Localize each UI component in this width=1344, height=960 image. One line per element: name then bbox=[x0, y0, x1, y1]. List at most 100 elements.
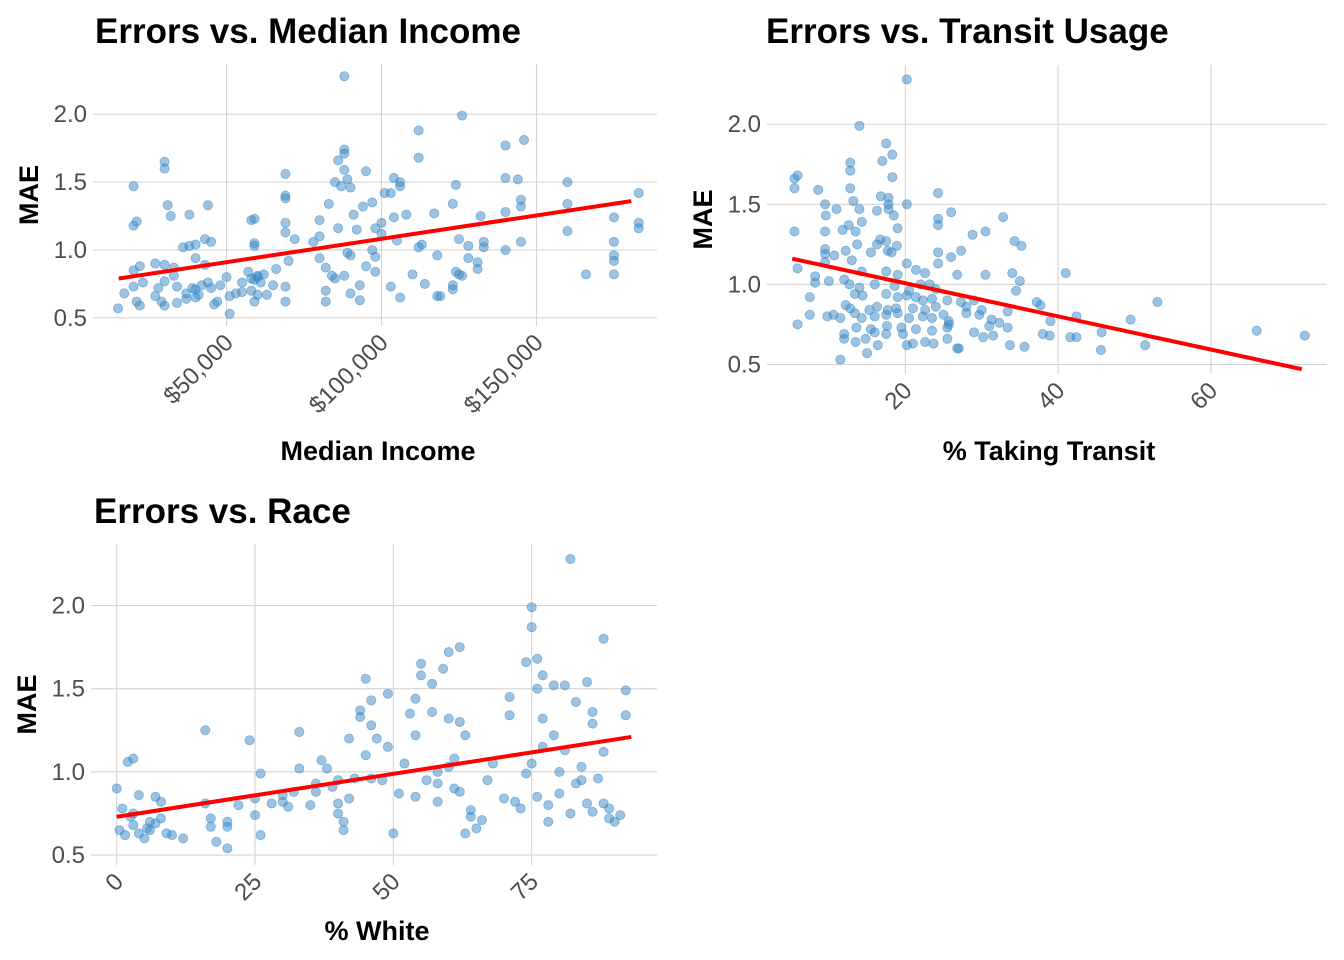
data-point bbox=[608, 212, 619, 223]
data-point bbox=[339, 71, 350, 82]
data-point bbox=[190, 292, 201, 303]
data-point bbox=[222, 821, 233, 832]
data-point bbox=[1095, 344, 1106, 355]
data-point bbox=[366, 720, 377, 731]
data-point bbox=[927, 293, 938, 304]
data-point bbox=[171, 297, 182, 308]
data-point bbox=[280, 281, 291, 292]
data-point bbox=[432, 291, 443, 302]
data-point bbox=[339, 270, 350, 281]
data-point bbox=[901, 199, 912, 210]
data-point bbox=[582, 798, 593, 809]
data-point bbox=[1140, 340, 1151, 351]
y-tick-label: 0.5 bbox=[728, 351, 761, 378]
data-point bbox=[526, 602, 537, 613]
data-point bbox=[927, 325, 938, 336]
data-point bbox=[565, 553, 576, 564]
trend-line bbox=[118, 199, 632, 281]
data-point bbox=[910, 324, 921, 335]
data-point bbox=[869, 327, 880, 338]
data-point bbox=[883, 204, 894, 215]
data-point bbox=[113, 303, 124, 314]
data-point bbox=[820, 226, 831, 237]
data-point bbox=[839, 333, 850, 344]
data-point bbox=[410, 791, 421, 802]
data-point bbox=[475, 211, 486, 222]
y-tick-label: 2.0 bbox=[728, 111, 761, 138]
data-point bbox=[604, 803, 615, 814]
data-point bbox=[159, 163, 170, 174]
data-point bbox=[280, 168, 291, 179]
data-point bbox=[846, 255, 857, 266]
data-point bbox=[134, 300, 145, 311]
data-point bbox=[443, 647, 454, 658]
data-point bbox=[357, 201, 368, 212]
data-point bbox=[792, 170, 803, 181]
data-point bbox=[472, 263, 483, 274]
data-point bbox=[243, 266, 254, 277]
data-point bbox=[339, 164, 350, 175]
data-point bbox=[305, 800, 316, 811]
data-point bbox=[933, 188, 944, 199]
panel-income: 0.5 1.0 1.5 2.0 $50,000 $100,000 $150,000 Error… bbox=[14, 12, 657, 466]
data-point bbox=[587, 806, 598, 817]
data-point bbox=[432, 796, 443, 807]
data-point bbox=[155, 813, 166, 824]
data-point bbox=[835, 354, 846, 365]
data-point bbox=[930, 301, 941, 312]
data-point bbox=[852, 239, 863, 250]
data-point bbox=[881, 328, 892, 339]
data-point bbox=[840, 245, 851, 256]
data-point bbox=[845, 165, 856, 176]
panel-title: Errors vs. Race bbox=[94, 492, 351, 531]
data-point bbox=[608, 269, 619, 280]
data-point bbox=[1044, 330, 1055, 341]
data-point bbox=[215, 280, 226, 291]
data-point bbox=[1152, 296, 1163, 307]
data-point bbox=[620, 710, 631, 721]
data-point bbox=[482, 775, 493, 786]
data-point bbox=[205, 821, 216, 832]
data-point bbox=[862, 348, 873, 359]
data-point bbox=[266, 798, 277, 809]
data-point bbox=[344, 733, 355, 744]
data-point bbox=[280, 227, 291, 238]
data-point bbox=[410, 730, 421, 741]
y-tick-label: 0.5 bbox=[52, 842, 85, 869]
data-point bbox=[576, 775, 587, 786]
data-point bbox=[789, 226, 800, 237]
data-point bbox=[370, 251, 381, 262]
data-point bbox=[294, 763, 305, 774]
x-tick-label: 0 bbox=[100, 868, 129, 897]
data-point bbox=[345, 250, 356, 261]
data-point bbox=[581, 269, 592, 280]
data-point bbox=[856, 216, 867, 227]
data-point bbox=[907, 303, 918, 314]
panel-transit: 0.5 1.0 1.5 2.0 20 40 60 Errors vs. Transit Usa… bbox=[688, 12, 1327, 466]
data-point bbox=[280, 193, 291, 204]
data-point bbox=[249, 213, 260, 224]
data-point bbox=[554, 788, 565, 799]
data-point bbox=[345, 182, 356, 193]
data-point bbox=[1014, 276, 1025, 287]
panel-title: Errors vs. Transit Usage bbox=[766, 12, 1169, 51]
data-point bbox=[980, 269, 991, 280]
data-point bbox=[171, 281, 182, 292]
data-point bbox=[500, 140, 511, 151]
data-point bbox=[829, 250, 840, 261]
data-point bbox=[1016, 240, 1027, 251]
y-axis-title: MAE bbox=[688, 190, 718, 250]
data-point bbox=[562, 177, 573, 188]
data-point bbox=[421, 775, 432, 786]
data-point bbox=[1035, 300, 1046, 311]
y-tick-label: 0.5 bbox=[54, 305, 87, 332]
trend-line bbox=[791, 256, 1303, 372]
data-point bbox=[933, 220, 944, 231]
data-point bbox=[476, 815, 487, 826]
data-point bbox=[388, 212, 399, 223]
data-point bbox=[382, 688, 393, 699]
data-point bbox=[320, 285, 331, 296]
data-point bbox=[165, 211, 176, 222]
data-point bbox=[321, 763, 332, 774]
data-point bbox=[162, 200, 173, 211]
